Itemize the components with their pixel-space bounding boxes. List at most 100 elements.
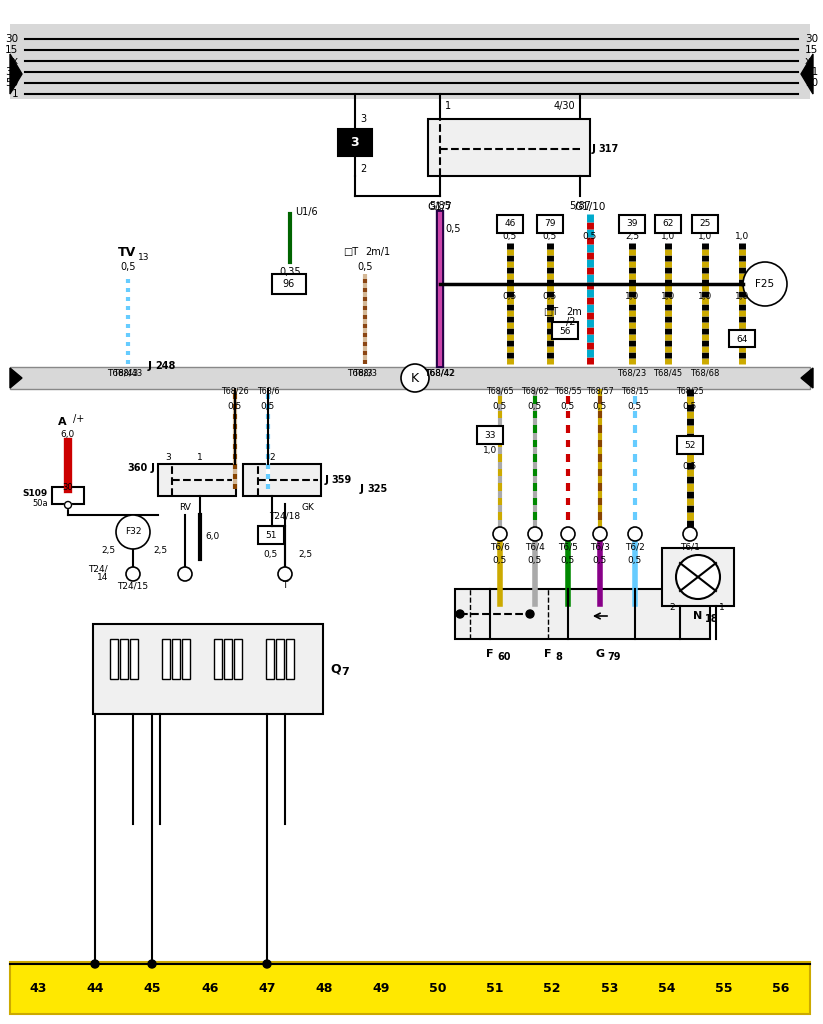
Text: 3: 3 <box>351 136 360 150</box>
Text: F: F <box>544 649 551 659</box>
Text: T6/5: T6/5 <box>558 543 578 552</box>
Text: 0,5: 0,5 <box>228 401 242 411</box>
Bar <box>428 119 590 176</box>
Bar <box>130 639 138 679</box>
Text: 8: 8 <box>555 652 562 662</box>
Text: T68/26: T68/26 <box>221 387 249 396</box>
Text: T24/15: T24/15 <box>118 582 149 591</box>
Text: 7: 7 <box>341 667 349 677</box>
Text: 0,5: 0,5 <box>503 232 517 242</box>
Text: 1,0: 1,0 <box>735 292 749 300</box>
Text: 51: 51 <box>265 530 277 540</box>
Bar <box>120 639 128 679</box>
Text: TV: TV <box>118 246 137 258</box>
Polygon shape <box>10 368 22 388</box>
Bar <box>655 215 681 233</box>
Text: J: J <box>151 463 155 473</box>
Text: 248: 248 <box>155 361 175 371</box>
Text: 55: 55 <box>715 981 732 994</box>
Bar <box>497 215 523 233</box>
Text: 0,5: 0,5 <box>593 556 607 565</box>
Polygon shape <box>801 54 813 94</box>
Text: 0,5: 0,5 <box>120 262 136 272</box>
Text: 18: 18 <box>705 614 718 624</box>
Text: 1,0: 1,0 <box>661 232 675 242</box>
Text: A: A <box>58 417 67 427</box>
Text: 2m/1: 2m/1 <box>365 247 390 257</box>
Text: T6/2: T6/2 <box>625 543 645 552</box>
Text: T68/62: T68/62 <box>521 387 549 396</box>
Bar <box>266 639 274 679</box>
Bar <box>692 215 718 233</box>
Text: 52: 52 <box>543 981 560 994</box>
Bar <box>10 367 810 389</box>
Polygon shape <box>801 368 813 388</box>
Bar <box>224 639 232 679</box>
Text: T68/15: T68/15 <box>621 387 649 396</box>
Text: J: J <box>592 144 596 154</box>
Circle shape <box>561 527 575 541</box>
Text: F: F <box>486 649 494 659</box>
Text: 1,0: 1,0 <box>661 292 675 300</box>
Text: 0,5: 0,5 <box>357 262 373 272</box>
Text: 0,5: 0,5 <box>445 224 461 234</box>
Text: 50: 50 <box>430 981 447 994</box>
Text: 52: 52 <box>684 440 695 450</box>
Text: T68/43: T68/43 <box>107 369 138 378</box>
Text: 2,5: 2,5 <box>153 547 167 555</box>
Text: 0,5: 0,5 <box>628 556 642 565</box>
Bar <box>10 24 810 99</box>
Bar <box>110 639 118 679</box>
Text: 56: 56 <box>560 327 570 336</box>
Text: 15: 15 <box>5 45 18 55</box>
Circle shape <box>683 527 697 541</box>
Text: 0,5: 0,5 <box>561 401 575 411</box>
Bar <box>286 639 294 679</box>
Text: 0,5: 0,5 <box>543 292 557 300</box>
Bar <box>243 464 321 496</box>
Text: 30: 30 <box>805 34 818 44</box>
Circle shape <box>116 515 150 549</box>
Text: 30: 30 <box>63 482 73 492</box>
Text: 13: 13 <box>138 253 150 261</box>
Text: 0,5: 0,5 <box>503 292 517 300</box>
Text: 1,0: 1,0 <box>698 292 712 300</box>
Text: 62: 62 <box>663 219 674 228</box>
Text: 2: 2 <box>360 164 366 174</box>
Text: 30: 30 <box>5 34 18 44</box>
Text: 1,0: 1,0 <box>625 292 639 300</box>
Text: 15: 15 <box>805 45 818 55</box>
Text: U1/6: U1/6 <box>295 207 318 217</box>
Text: /2: /2 <box>566 317 575 327</box>
Text: 0,35: 0,35 <box>279 267 301 278</box>
Text: 45: 45 <box>143 981 160 994</box>
Text: 359: 359 <box>331 475 351 485</box>
Text: 0,5: 0,5 <box>264 550 278 558</box>
Bar <box>93 624 323 714</box>
Text: 0,5: 0,5 <box>683 462 697 470</box>
Text: T68/43: T68/43 <box>114 369 142 378</box>
Circle shape <box>64 502 72 509</box>
Text: 0,5: 0,5 <box>528 401 542 411</box>
Text: T: T <box>282 582 288 591</box>
Circle shape <box>278 567 292 581</box>
Text: S109: S109 <box>23 489 48 499</box>
Circle shape <box>148 961 156 968</box>
Text: T68/23: T68/23 <box>617 369 647 378</box>
Text: G1/7: G1/7 <box>428 202 453 212</box>
Text: 44: 44 <box>86 981 104 994</box>
Bar <box>10 962 810 1014</box>
Text: T68/45: T68/45 <box>653 369 682 378</box>
Text: x: x <box>805 56 811 66</box>
Text: x: x <box>12 56 18 66</box>
Text: T68/57: T68/57 <box>586 387 614 396</box>
Circle shape <box>263 961 271 968</box>
Text: 0,5: 0,5 <box>493 556 507 565</box>
Bar <box>455 589 710 639</box>
Circle shape <box>528 527 542 541</box>
Bar <box>162 639 170 679</box>
Text: N: N <box>693 611 703 621</box>
Bar <box>552 322 578 339</box>
Text: 53: 53 <box>602 981 619 994</box>
Text: 2,5: 2,5 <box>101 547 115 555</box>
